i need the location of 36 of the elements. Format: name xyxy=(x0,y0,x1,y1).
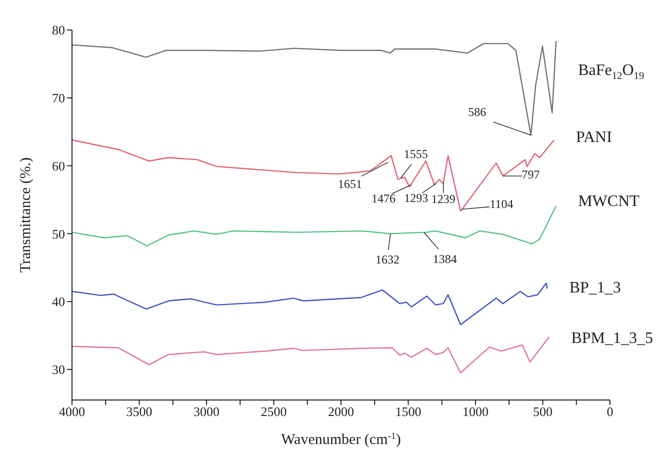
y-tick-label: 60 xyxy=(52,158,65,174)
annotation: 797 xyxy=(522,168,540,182)
annotation: 1651 xyxy=(338,177,362,192)
y-tick-label: 50 xyxy=(52,226,65,242)
annotation: 1632 xyxy=(375,252,400,266)
x-tick-label: 4000 xyxy=(59,404,85,420)
line-series xyxy=(72,282,548,326)
x-tick-label: 0 xyxy=(606,404,614,420)
x-tick-label: 2000 xyxy=(328,404,354,420)
annotation: 1476 xyxy=(371,192,396,206)
line-series xyxy=(72,139,555,212)
annotation: 586 xyxy=(468,104,486,119)
annotation: 1555 xyxy=(404,146,428,161)
annotation: 1104 xyxy=(490,196,514,211)
series-label: PANI xyxy=(576,128,612,146)
line-series xyxy=(72,40,557,136)
y-tick-label: 30 xyxy=(52,362,65,378)
line-series xyxy=(72,336,550,374)
series-label: BP_1_3 xyxy=(569,279,621,296)
annotation: 1239 xyxy=(431,192,456,206)
series-label: BaFe$_{12}$O$_{19}$ xyxy=(578,62,644,82)
series-label: MWCNT xyxy=(578,192,640,210)
series-label: BPM_1_3_5 xyxy=(571,330,654,347)
x-tick-label: 1500 xyxy=(395,404,422,420)
x-tick-label: 3500 xyxy=(126,404,152,420)
y-tick-label: 80 xyxy=(52,22,65,38)
x-tick-label: 3000 xyxy=(194,404,220,420)
x-tick-label: 500 xyxy=(533,404,552,420)
x-axis-title: Wavenumber (cm$^{-1}$) xyxy=(281,430,401,448)
annotation: 1384 xyxy=(432,252,457,266)
x-tick-label: 1000 xyxy=(462,404,488,420)
y-tick-label: 70 xyxy=(52,90,65,106)
x-tick-label: 2500 xyxy=(260,404,287,420)
y-tick-label: 40 xyxy=(52,294,65,310)
annotation: 1293 xyxy=(404,191,428,206)
y-axis-title: Transmittance (%.) xyxy=(18,157,34,273)
